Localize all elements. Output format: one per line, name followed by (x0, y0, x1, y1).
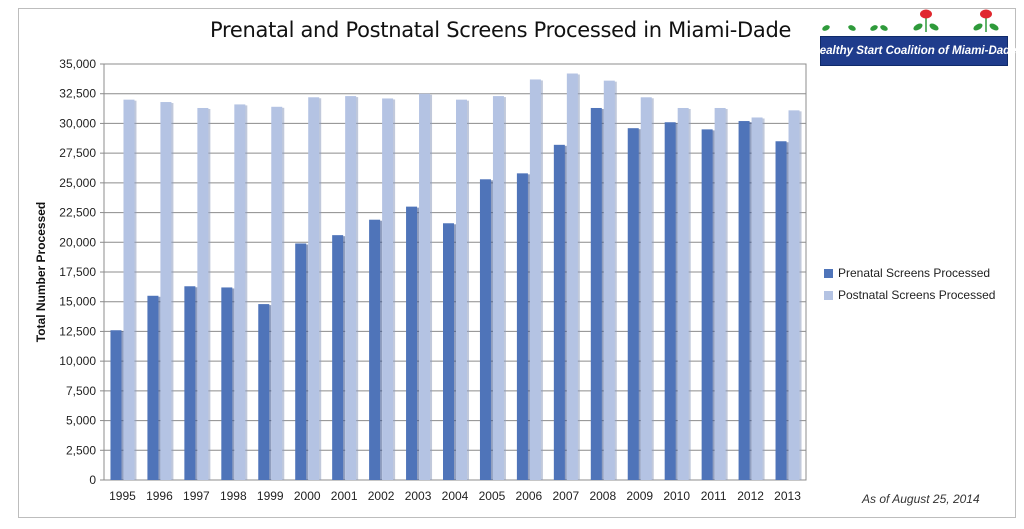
y-tick-label: 32,500 (59, 87, 96, 101)
y-tick-label: 17,500 (59, 265, 96, 279)
flower-icons (822, 9, 999, 32)
x-tick-label: 2013 (774, 489, 801, 503)
bar-prenatal-2006 (516, 173, 528, 480)
bar-postnatal-2005 (492, 96, 504, 480)
chart-legend: Prenatal Screens Processed Postnatal Scr… (824, 262, 995, 306)
bar-postnatal-2009 (640, 97, 652, 480)
bar-prenatal-2008 (590, 107, 602, 480)
bar-prenatal-2003 (406, 206, 418, 480)
bar-prenatal-2012 (738, 121, 750, 481)
x-tick-label: 1999 (257, 489, 284, 503)
y-tick-label: 2,500 (66, 443, 96, 457)
x-tick-label: 2011 (701, 489, 727, 503)
bar-prenatal-2002 (369, 219, 381, 480)
bar-prenatal-2007 (553, 144, 565, 480)
x-tick-label: 2012 (737, 489, 764, 503)
y-tick-label: 12,500 (59, 324, 96, 338)
x-tick-label: 2010 (663, 489, 690, 503)
x-tick-label: 2009 (626, 489, 653, 503)
x-tick-label: 2001 (331, 489, 358, 503)
legend-label-prenatal: Prenatal Screens Processed (838, 266, 991, 280)
legend-item-prenatal: Prenatal Screens Processed (824, 262, 995, 284)
y-tick-label: 15,000 (59, 295, 96, 309)
y-tick-label: 0 (89, 473, 96, 487)
bar-postnatal-2012 (751, 117, 763, 480)
bar-postnatal-2004 (456, 99, 467, 481)
x-tick-label: 1995 (109, 489, 136, 503)
bar-prenatal-2013 (775, 141, 787, 480)
bar-postnatal-1998 (234, 104, 246, 480)
y-tick-label: 5,000 (66, 414, 96, 428)
y-tick-label: 22,500 (59, 206, 96, 220)
bar-postnatal-2006 (529, 79, 541, 481)
bar-postnatal-2008 (603, 80, 615, 480)
x-tick-label: 1998 (220, 489, 247, 503)
y-tick-label: 27,500 (59, 146, 96, 160)
x-tick-label: 1997 (183, 489, 210, 503)
bar-postnatal-1999 (271, 106, 283, 480)
bar-prenatal-2000 (295, 243, 307, 480)
legend-swatch-postnatal (824, 290, 833, 300)
x-tick-label: 1996 (146, 489, 173, 503)
bar-prenatal-2005 (479, 179, 491, 480)
bar-prenatal-2011 (701, 129, 713, 480)
y-tick-label: 25,000 (59, 176, 96, 190)
bar-postnatal-2003 (419, 93, 431, 480)
y-tick-label: 30,000 (59, 116, 96, 130)
legend-label-postnatal: Postnatal Screens Processed (838, 288, 996, 302)
as-of-date-note: As of August 25, 2014 (862, 492, 980, 506)
bar-postnatal-2011 (714, 107, 726, 480)
y-tick-label: 7,500 (66, 384, 96, 398)
bar-postnatal-1995 (123, 99, 135, 481)
bar-postnatal-2013 (788, 110, 800, 481)
x-tick-label: 2005 (479, 489, 506, 503)
bar-prenatal-1999 (258, 304, 270, 480)
bar-prenatal-2004 (443, 223, 454, 481)
bar-postnatal-1997 (197, 107, 209, 480)
bar-postnatal-2000 (308, 97, 320, 480)
y-tick-label: 10,000 (59, 354, 96, 368)
x-tick-label: 2006 (516, 489, 543, 503)
bar-postnatal-1996 (160, 102, 172, 480)
x-tick-label: 2007 (552, 489, 579, 503)
logo-text: Healthy Start Coalition of Miami-Dade (811, 45, 1017, 57)
bar-postnatal-2010 (677, 107, 689, 480)
bar-prenatal-2001 (332, 235, 344, 480)
legend-item-postnatal: Postnatal Screens Processed (824, 284, 995, 306)
bar-prenatal-2009 (627, 128, 639, 480)
x-tick-label: 2002 (368, 489, 395, 503)
bar-prenatal-1995 (110, 330, 122, 480)
y-tick-label: 35,000 (59, 57, 96, 71)
bar-postnatal-2001 (345, 96, 357, 480)
bar-postnatal-2007 (566, 73, 578, 480)
bar-prenatal-1998 (221, 287, 233, 480)
x-tick-label: 2004 (442, 489, 469, 503)
x-tick-label: 2008 (589, 489, 616, 503)
bar-prenatal-1997 (184, 286, 196, 480)
x-tick-label: 2000 (294, 489, 321, 503)
bar-prenatal-1996 (147, 295, 159, 480)
x-tick-label: 2003 (405, 489, 432, 503)
y-axis-title: Total Number Processed (34, 202, 48, 342)
coalition-logo: Healthy Start Coalition of Miami-Dade (811, 6, 1017, 68)
bar-prenatal-2010 (664, 122, 676, 481)
legend-swatch-prenatal (824, 268, 833, 278)
logo-banner: Healthy Start Coalition of Miami-Dade (811, 36, 1017, 66)
y-tick-label: 20,000 (59, 235, 96, 249)
bar-postnatal-2002 (382, 98, 394, 481)
chart-title: Prenatal and Postnatal Screens Processed… (210, 18, 792, 42)
